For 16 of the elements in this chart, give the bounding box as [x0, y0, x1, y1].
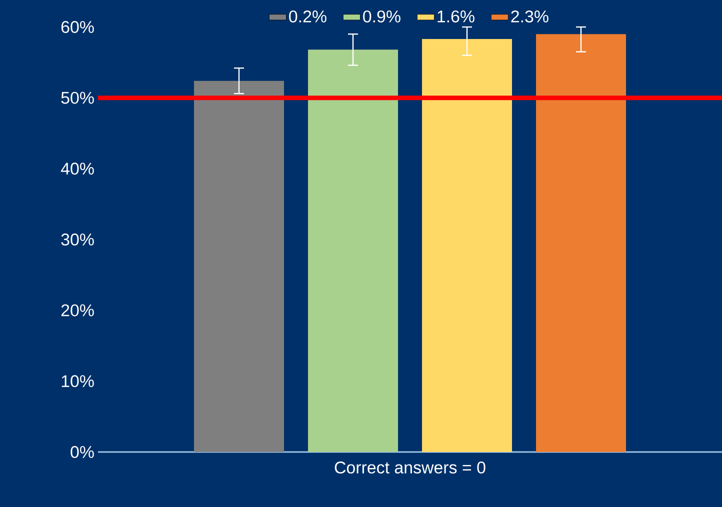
x-tick-label: Correct answers = 0	[334, 462, 486, 474]
legend-label: 0.9%	[363, 10, 400, 22]
legend-label: 2.3%	[511, 10, 548, 22]
bar	[308, 50, 398, 452]
legend-label: 0.2%	[289, 10, 326, 22]
y-tick-label: 10%	[62, 375, 94, 388]
y-tick-label: 20%	[61, 304, 94, 316]
y-tick-label: 60%	[61, 21, 94, 33]
y-tick-label: 0%	[70, 446, 94, 458]
bar	[194, 80, 284, 452]
y-tick-label: 50%	[61, 92, 94, 104]
y-tick-label: 40%	[60, 162, 94, 175]
y-tick-label: 30%	[61, 234, 94, 246]
bar	[536, 34, 626, 452]
legend-label: 1.6%	[438, 10, 474, 22]
bar	[422, 39, 512, 452]
